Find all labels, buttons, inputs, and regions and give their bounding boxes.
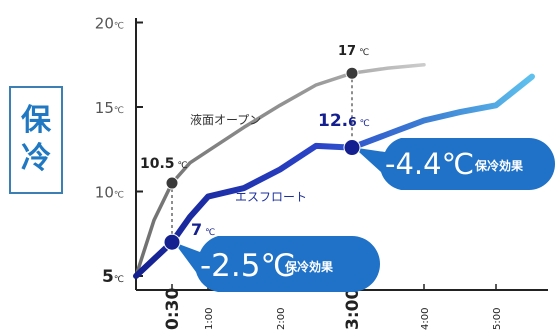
data-point-label-4: 12.6 ℃ [318, 111, 370, 131]
side-label-char-2: 冷 [21, 141, 51, 176]
callout-text-2: 保冷効果 [474, 158, 523, 173]
y-tick-label: 10℃ [95, 184, 124, 202]
x-tick-label: 5:00 [492, 308, 503, 330]
callout-bubble-2 [354, 138, 555, 190]
callout-value-1: -2.5℃ [200, 248, 295, 284]
y-tick-label: 20℃ [95, 15, 124, 33]
callout-bubble-1 [174, 236, 380, 292]
x-tick-label: 2:00 [276, 308, 287, 330]
data-point-marker-3 [345, 66, 359, 80]
side-label-char-1: 保 [21, 103, 51, 138]
series-line-1 [134, 63, 426, 278]
x-tick-label: 4:00 [420, 308, 431, 330]
y-tick-label: 5℃ [102, 267, 124, 287]
data-point-label-2: 7 ℃ [191, 220, 215, 239]
callout-shape-2 [354, 138, 555, 190]
x-tick-label: 1:00 [204, 308, 215, 330]
series-label-float: エスフロート [235, 190, 307, 204]
data-point-label-3: 17 ℃ [338, 44, 369, 59]
series-label-open: 液面オープン [190, 112, 261, 127]
callout-text-1: 保冷効果 [284, 259, 333, 274]
x-tick-label: 3:00 [343, 288, 363, 330]
y-tick-label: 15℃ [95, 99, 124, 117]
data-point-marker-1 [165, 176, 179, 190]
callout-shape-1 [174, 236, 380, 292]
data-point-label-1: 10.5 ℃ [140, 156, 188, 172]
x-tick-label: 0:30 [163, 288, 183, 330]
callout-value-2: -4.4℃ [385, 147, 474, 181]
data-point-marker-2 [163, 233, 181, 251]
data-point-marker-4 [343, 139, 361, 157]
side-label-box: 保 冷 [9, 86, 63, 194]
